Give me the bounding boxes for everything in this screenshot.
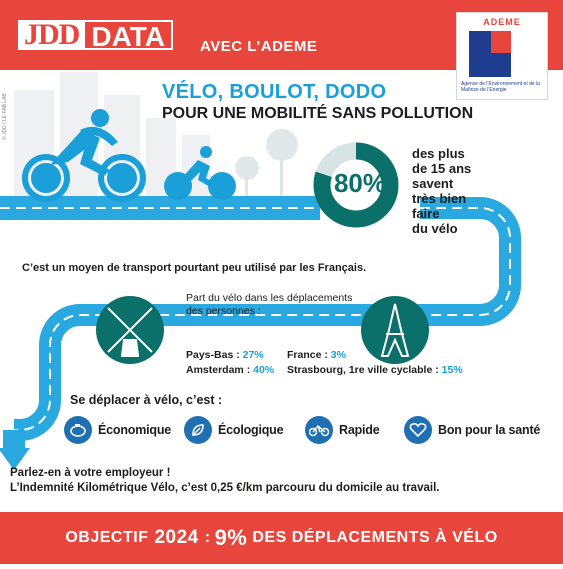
stat-percent: 15% bbox=[441, 364, 463, 376]
benefit-label: Bon pour la santé bbox=[438, 423, 541, 437]
stat-row: France : 3% bbox=[287, 348, 463, 363]
stat-text-line: faire bbox=[412, 206, 440, 221]
stat-value: 80% bbox=[333, 168, 387, 198]
page-subtitle: POUR UNE MOBILITÉ SANS POLLUTION bbox=[162, 105, 474, 122]
benefit-label: Rapide bbox=[339, 423, 380, 437]
share-heading: Part du vélo dans les déplacements des p… bbox=[186, 292, 353, 317]
benefit-rapide: Rapide bbox=[305, 416, 380, 444]
ademe-subtitle: Agence de l’Environnement et de la Maîtr… bbox=[461, 81, 540, 93]
employer-line: L’Indemnité Kilométrique Vélo, c’est 0,2… bbox=[10, 482, 440, 494]
objective-colon: : bbox=[204, 529, 211, 546]
heart-icon bbox=[404, 416, 432, 444]
windmill-icon bbox=[96, 296, 164, 364]
arrow-down-icon bbox=[0, 448, 30, 470]
employer-line: Parlez-en à votre employeur ! bbox=[10, 467, 171, 479]
objective-prefix: OBJECTIF bbox=[65, 529, 149, 546]
partner-text: AVEC L’ADEME bbox=[200, 38, 318, 55]
cyclist-large-icon bbox=[22, 109, 146, 202]
employer-note: Parlez-en à votre employeur ! L’Indemnit… bbox=[10, 466, 439, 496]
page-title: VÉLO, BOULOT, DODO bbox=[162, 81, 387, 103]
stat-label: Strasbourg, 1re ville cyclable : bbox=[287, 364, 442, 376]
stat-row: Strasbourg, 1re ville cyclable : 15% bbox=[287, 363, 463, 378]
objective-year: 2024 bbox=[154, 527, 199, 548]
brand-main: JDD bbox=[18, 20, 86, 50]
right-stats: France : 3% Strasbourg, 1re ville cyclab… bbox=[287, 348, 463, 378]
piggy-bank-icon bbox=[64, 416, 92, 444]
brand-data: DATA bbox=[85, 20, 173, 52]
benefit-economique: Économique bbox=[64, 416, 171, 444]
stat-text-line: des plus bbox=[412, 146, 465, 161]
stat-label: France : bbox=[287, 349, 331, 361]
ademe-logo: ADEME Agence de l’Environnement et de la… bbox=[456, 12, 548, 100]
benefits-heading: Se déplacer à vélo, c’est : bbox=[70, 393, 223, 407]
donut-arc bbox=[313, 142, 399, 228]
stat-row: Pays-Bas : 27% bbox=[186, 348, 274, 363]
cyclist-small-icon bbox=[164, 146, 236, 200]
stat-text-line: très bien bbox=[412, 191, 467, 206]
stat-row: Amsterdam : 40% bbox=[186, 363, 274, 378]
stat-text-line: savent bbox=[412, 176, 454, 191]
objective-suffix: DES DÉPLACEMENTS À VÉLO bbox=[252, 529, 498, 546]
stat-label: Pays-Bas : bbox=[186, 349, 243, 361]
stat-text-line: de 15 ans bbox=[412, 161, 472, 176]
image-credit: © JDD / LE FAB LAB bbox=[2, 93, 8, 140]
stat-text-line: du vélo bbox=[412, 221, 458, 236]
stat-percent: 3% bbox=[330, 349, 346, 361]
stat-percent: 27% bbox=[242, 349, 264, 361]
stat-label: Amsterdam : bbox=[186, 364, 254, 376]
ademe-mark-icon bbox=[469, 31, 511, 77]
left-stats: Pays-Bas : 27% Amsterdam : 40% bbox=[186, 348, 274, 378]
benefit-sante: Bon pour la santé bbox=[404, 416, 540, 444]
tree-icon bbox=[235, 129, 298, 200]
leaf-icon bbox=[184, 416, 212, 444]
stat-percent: 40% bbox=[253, 364, 275, 376]
bike-icon bbox=[305, 416, 333, 444]
stat-description: des plus de 15 ans savent très bien fair… bbox=[412, 146, 492, 236]
jdd-data-logo: JDD DATA bbox=[18, 20, 173, 52]
stat-donut-chart bbox=[313, 142, 399, 228]
eiffel-tower-icon bbox=[361, 296, 429, 364]
objective-banner: OBJECTIF 2024 : 9% DES DÉPLACEMENTS À VÉ… bbox=[0, 512, 563, 564]
ademe-name: ADEME bbox=[483, 17, 521, 27]
usage-statement: C’est un moyen de transport pourtant peu… bbox=[22, 262, 367, 274]
objective-percent: 9% bbox=[214, 525, 248, 550]
benefit-ecologique: Écologique bbox=[184, 416, 284, 444]
benefit-label: Économique bbox=[98, 423, 172, 437]
benefit-label: Écologique bbox=[218, 423, 284, 437]
